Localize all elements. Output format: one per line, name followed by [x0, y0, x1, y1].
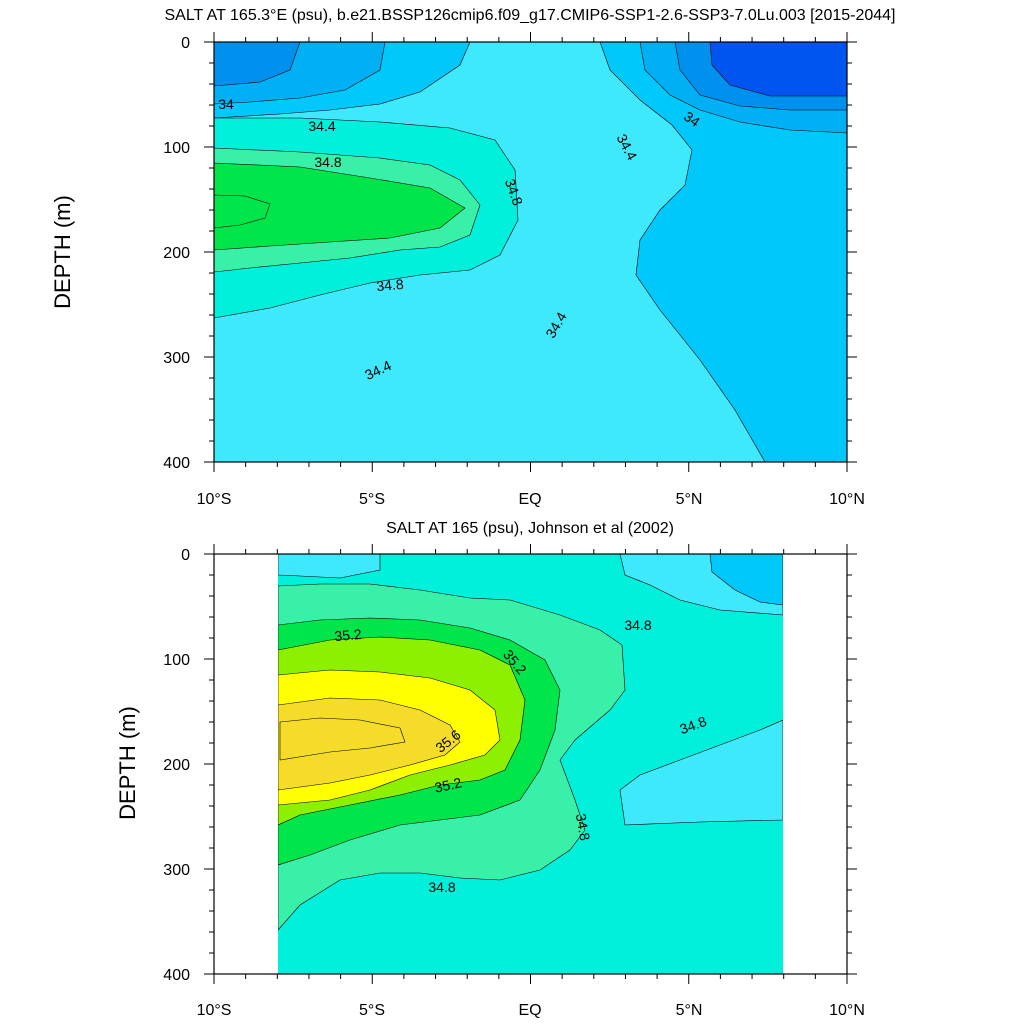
panel-obs-title: SALT AT 165 (psu), Johnson et al (2002): [386, 520, 674, 537]
fill-34.2-34.4: [599, 42, 847, 462]
contour-label: 35.2: [433, 774, 463, 795]
x-ticks-model: 10°S 5°S EQ 5°N 10°N: [197, 491, 865, 508]
panel-observations: SALT AT 165 (psu), Johnson et al (2002) …: [115, 520, 865, 1019]
contour-label: 35.2: [334, 626, 363, 644]
y-tick-label: 200: [163, 245, 190, 262]
tick-marks: [204, 32, 857, 984]
y-tick-label: 400: [163, 455, 190, 472]
y-ticks-model: 0 100 200 300 400: [163, 35, 190, 472]
panel-model-y-axis-label: DEPTH (m): [50, 195, 75, 309]
x-ticks-obs: 10°S 5°S EQ 5°N 10°N: [197, 1002, 865, 1019]
y-tick-label: 100: [163, 140, 190, 157]
panel-model: SALT AT 165.3°E (psu), b.e21.BSSP126cmip…: [50, 7, 896, 508]
x-tick-label: 5°N: [676, 491, 703, 508]
contour-labels-model: 34 34.4 34.8 34.8 34.8 34.4 34.4 34.4 34: [218, 96, 703, 383]
contour-fill-model: [214, 42, 847, 462]
fill-lt-33.8: [709, 42, 847, 97]
x-tick-label: EQ: [518, 1002, 541, 1019]
contour-label: 34.8: [624, 617, 651, 633]
fill-gt-35.8-obs: [279, 717, 406, 761]
y-tick-label: 100: [163, 652, 190, 669]
y-tick-label: 0: [181, 547, 190, 564]
contour-label: 34: [218, 96, 234, 112]
contour-fill-obs: [278, 554, 783, 974]
x-tick-label: 5°S: [359, 491, 385, 508]
y-tick-label: 200: [163, 757, 190, 774]
x-tick-label: 5°S: [359, 1002, 385, 1019]
contour-label: 34.8: [428, 879, 455, 895]
x-tick-label: 10°S: [197, 491, 232, 508]
y-ticks-obs: 0 100 200 300 400: [163, 547, 190, 984]
contour-label: 34.8: [573, 812, 594, 842]
x-tick-label: 10°N: [829, 491, 865, 508]
fill-35.0-35.2: [214, 162, 466, 251]
y-tick-label: 400: [163, 967, 190, 984]
fill-34.4-34.6-obs-right: [619, 719, 783, 826]
contour-label: 34.8: [376, 276, 405, 294]
x-tick-label: 10°S: [197, 1002, 232, 1019]
x-tick-label: 5°N: [676, 1002, 703, 1019]
fill-left-33.8-34.0: [214, 42, 301, 87]
panel-obs-y-axis-label: DEPTH (m): [115, 706, 140, 820]
y-tick-label: 300: [163, 862, 190, 879]
contour-label: 34.8: [314, 154, 341, 170]
fill-34.4-34.6-obs-topleft: [278, 554, 381, 579]
y-tick-label: 0: [181, 35, 190, 52]
contour-label: 34.4: [308, 118, 335, 134]
panel-model-title: SALT AT 165.3°E (psu), b.e21.BSSP126cmip…: [165, 7, 896, 24]
fill-lt-34.4-obs-topright: [709, 554, 783, 606]
x-tick-label: 10°N: [829, 1002, 865, 1019]
y-tick-label: 300: [163, 350, 190, 367]
x-tick-label: EQ: [518, 491, 541, 508]
fill-gt-35.2: [214, 194, 271, 229]
